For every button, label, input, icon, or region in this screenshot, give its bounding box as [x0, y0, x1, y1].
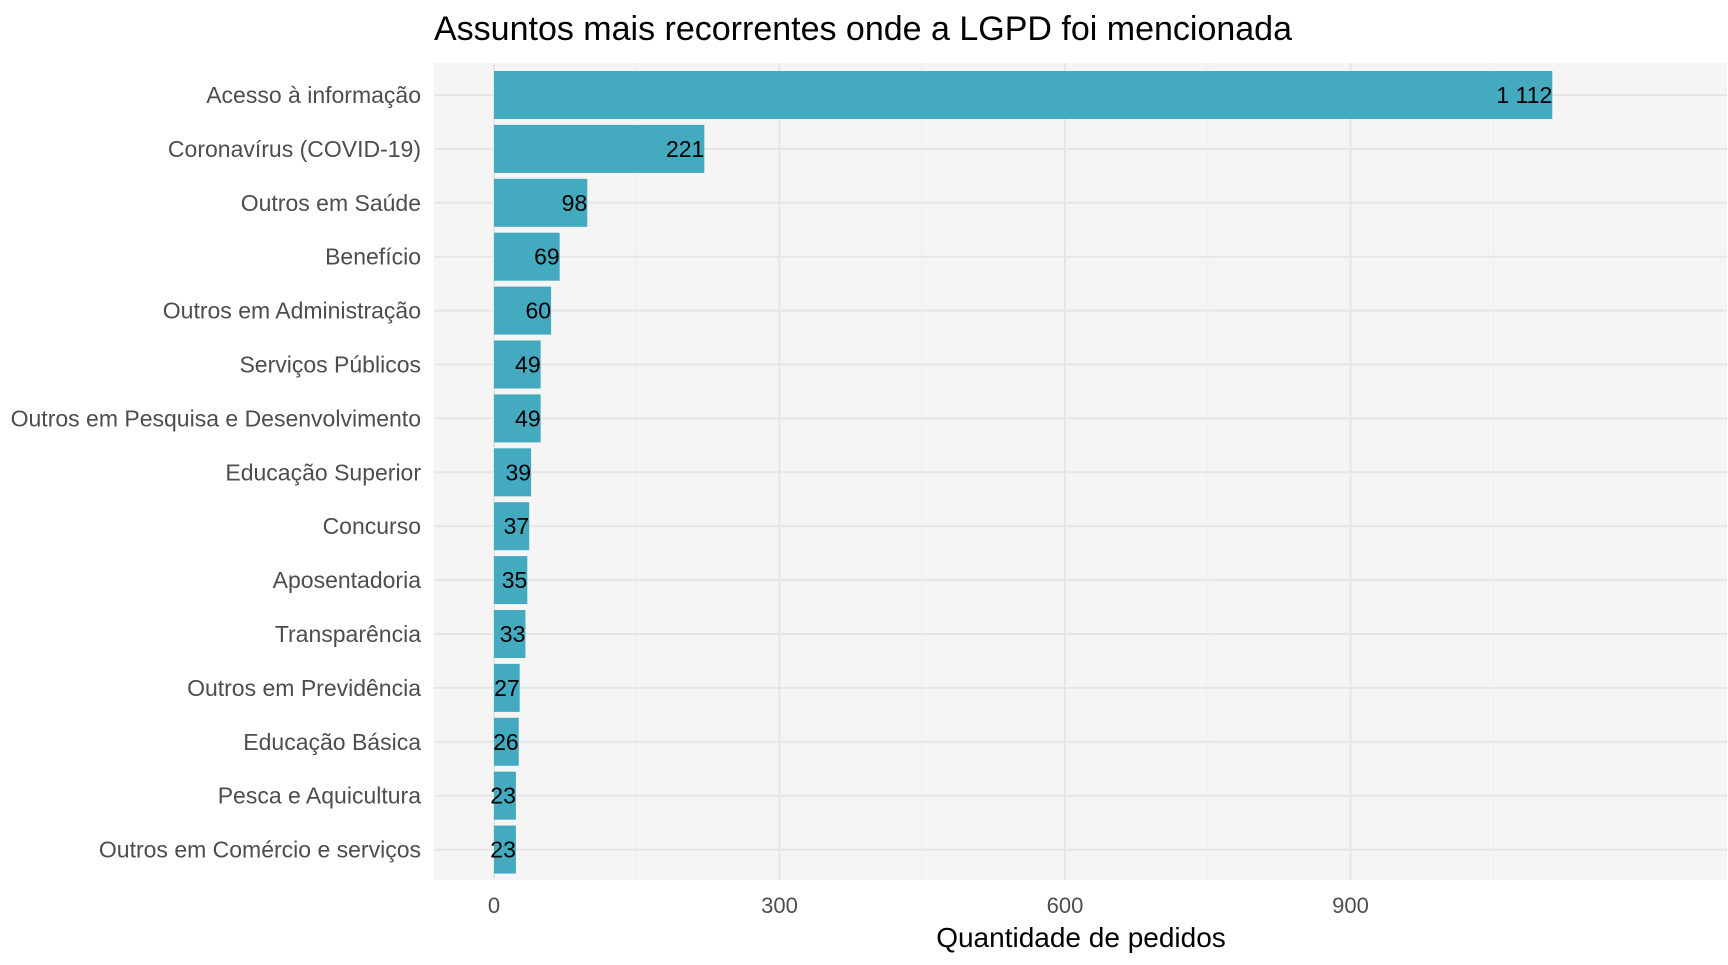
bar-value-label: 39 — [506, 459, 532, 485]
x-tick-label: 600 — [1047, 893, 1084, 918]
bar-value-label: 27 — [494, 675, 520, 701]
x-tick-label: 900 — [1332, 893, 1369, 918]
y-tick-label: Pesca e Aquicultura — [218, 783, 422, 809]
bar — [494, 502, 530, 551]
x-axis-title: Quantidade de pedidos — [936, 922, 1226, 953]
y-tick-label: Benefício — [325, 244, 421, 270]
y-tick-label: Concurso — [323, 513, 421, 539]
y-tick-label: Acesso à informação — [206, 82, 421, 108]
bar-value-label: 98 — [562, 190, 588, 216]
x-tick-label: 0 — [488, 893, 500, 918]
bar — [494, 556, 528, 605]
bar — [494, 178, 588, 227]
bar-value-label: 60 — [526, 298, 552, 324]
y-tick-label: Outros em Previdência — [187, 675, 421, 701]
y-tick-label: Outros em Saúde — [241, 190, 421, 216]
y-tick-label: Transparência — [275, 621, 421, 647]
bar — [494, 717, 519, 766]
bar — [494, 771, 516, 820]
x-tick-labels: 0 300 600 900 — [488, 893, 1369, 918]
bar-value-label: 37 — [504, 513, 530, 539]
bar-value-label: 221 — [666, 136, 704, 162]
y-tick-label: Outros em Pesquisa e Desenvolvimento — [11, 405, 421, 431]
bar — [494, 825, 516, 874]
bar — [494, 71, 1553, 119]
y-tick-label: Educação Básica — [243, 729, 421, 755]
bars: 1 112 221 98 69 60 49 49 39 37 35 33 27 26 23 23 — [490, 71, 1553, 874]
bar — [494, 286, 552, 335]
bar — [494, 394, 541, 443]
bar — [494, 124, 705, 173]
x-tick-label: 300 — [761, 893, 798, 918]
chart-title: Assuntos mais recorrentes onde a LGPD fo… — [434, 10, 1292, 48]
y-tick-label: Educação Superior — [225, 459, 421, 485]
bar — [494, 340, 541, 389]
y-tick-label: Serviços Públicos — [239, 352, 421, 378]
y-tick-labels: Acesso à informação Coronavírus (COVID-19… — [11, 82, 422, 863]
bar — [494, 232, 560, 281]
bar — [494, 663, 520, 712]
y-tick-label: Aposentadoria — [273, 567, 422, 593]
y-tick-label: Outros em Comércio e serviços — [99, 837, 421, 863]
bar-value-label: 26 — [493, 729, 519, 755]
bar-value-label: 35 — [502, 567, 528, 593]
bar-value-label: 23 — [490, 837, 516, 863]
bar — [494, 610, 526, 658]
bar — [494, 448, 532, 497]
bar-value-label: 49 — [515, 352, 541, 378]
bar-value-label: 23 — [490, 783, 516, 809]
y-tick-label: Outros em Administração — [163, 298, 421, 324]
y-tick-label: Coronavírus (COVID-19) — [168, 136, 421, 162]
bar-value-label: 33 — [500, 621, 526, 647]
bar-value-label: 49 — [515, 405, 541, 431]
bar-value-label: 69 — [534, 244, 560, 270]
bar-value-label: 1 112 — [1496, 82, 1552, 108]
